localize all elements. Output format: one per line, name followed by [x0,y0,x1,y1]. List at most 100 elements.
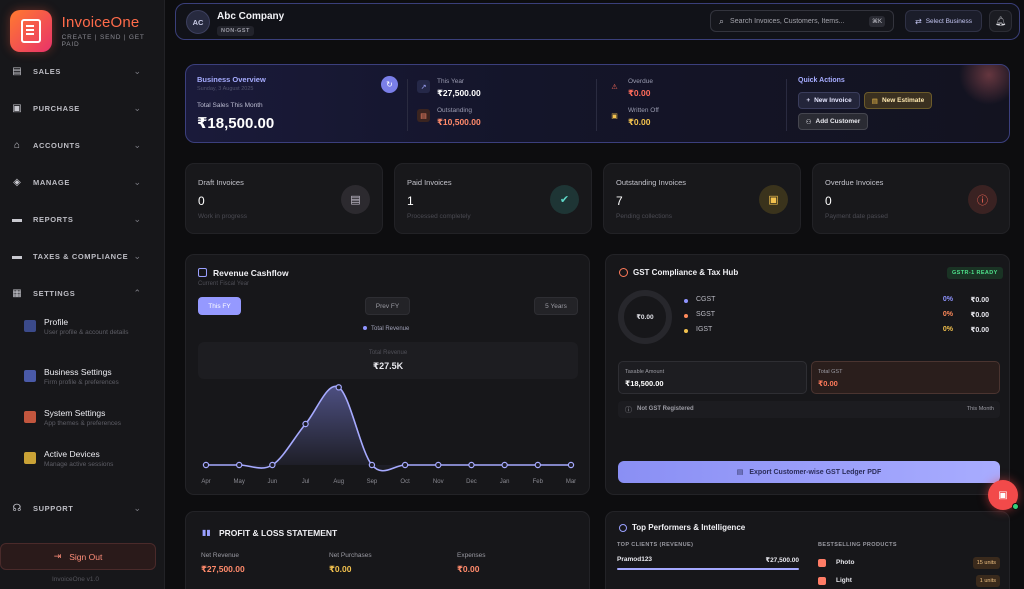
card-value: 7 [616,194,623,208]
pl-label: Net Revenue [201,552,239,559]
pl-value: ₹0.00 [457,564,480,574]
data-point-jan[interactable] [501,461,508,469]
business-overview: Business Overview Sunday, 3 August 2025 … [185,64,1010,143]
search-input[interactable] [730,17,859,25]
tab-5-years[interactable]: 5 Years [534,297,578,315]
devices-icon [24,452,36,464]
invoice-logo-icon [10,10,52,52]
top-performers-title: Top Performers & Intelligence [632,523,746,532]
legend-dot [363,326,367,331]
gst-name: IGST [696,326,713,333]
sidebar-item-accounts[interactable]: ⌂ ACCOUNTS ⌄ [0,133,165,157]
card-label: Draft Invoices [198,178,244,187]
card-overdue-invoices[interactable]: Overdue Invoices 0 Payment date passed ⓘ [812,163,1010,234]
data-point-sep[interactable] [368,461,376,469]
sub-title: Active Devices [44,449,100,459]
add-customer-button[interactable]: ⚇ Add Customer [798,113,868,130]
product-units: 15 units [972,557,1000,569]
gst-status-badge: NON-GST [217,26,254,36]
sub-title: Business Settings [44,367,112,377]
product-units: 1 units [975,575,1000,587]
client-progress-bar [617,568,799,570]
notifications-button[interactable]: 🔔︎ [989,10,1012,32]
clipboard-clock-icon: ▣ [759,185,788,214]
data-point-aug[interactable] [335,384,342,391]
data-point-may[interactable] [235,461,243,469]
tab-this-fy[interactable]: This FY [198,297,241,315]
gst-name: SGST [696,311,716,318]
sidebar-item-taxes[interactable]: ▬ TAXES & COMPLIANCE ⌄ [0,244,165,268]
revenue-line [205,385,571,472]
stat-value: ₹10,500.00 [437,117,481,127]
gst-row-cgst: CGST 0% ₹0.00 [684,296,989,306]
chevron-down-icon: ⌄ [133,139,141,150]
data-point-jun[interactable] [269,461,276,469]
card-label: Paid Invoices [407,178,452,187]
gst-amount: ₹0.00 [970,327,990,334]
pdf-icon: ▤ [736,469,744,476]
data-point-mar[interactable] [567,461,575,469]
card-value: 0 [198,194,205,208]
layers-icon: ◈ [13,176,21,188]
sidebar-item-manage[interactable]: ◈ MANAGE ⌄ [0,170,165,194]
card-paid-invoices[interactable]: Paid Invoices 1 Processed completely ✔ [394,163,592,234]
chart-icon [198,268,207,277]
x-tick-label: Oct [400,479,410,485]
card-outstanding-invoices[interactable]: Outstanding Invoices 7 Pending collectio… [603,163,801,234]
data-point-feb[interactable] [534,461,542,469]
sign-out-label: Sign Out [69,551,103,562]
gst-compliance-panel: GST Compliance & Tax Hub GSTR-1 READY ₹0… [605,254,1010,495]
data-point-jul[interactable] [302,420,309,428]
card-desc: Pending collections [616,213,673,220]
sidebar-item-support[interactable]: ☊ SUPPORT ⌄ [0,496,165,520]
gst-pct: 0% [942,311,953,318]
sidebar-item-label: ACCOUNTS [33,140,81,150]
divider [407,79,408,131]
search-box[interactable]: ⌕ ⌘K [710,10,894,32]
legend-dot [684,299,688,303]
x-tick-label: Jul [302,479,310,485]
refresh-button[interactable]: ↻ [381,76,398,93]
export-gst-ledger-button[interactable]: ▤ Export Customer-wise GST Ledger PDF [618,461,1000,483]
receipt-icon: ▤ [417,109,430,122]
card-draft-invoices[interactable]: Draft Invoices 0 Work in progress ▤ [185,163,383,234]
stat-value: ₹0.00 [628,117,651,127]
sign-out-button[interactable]: ⇥ Sign Out [0,543,156,570]
select-business-button[interactable]: ⇄ Select Business [905,10,982,32]
box-label: Total GST [818,369,843,375]
chevron-down-icon: ⌄ [133,502,141,513]
stat-value: ₹27,500.00 [437,88,481,98]
avatar[interactable]: AC [186,10,210,34]
new-estimate-button[interactable]: ▤ New Estimate [864,92,932,109]
sidebar-item-label: SUPPORT [33,503,74,513]
revenue-area [206,386,571,471]
data-point-apr[interactable] [202,461,210,469]
card-value: 0 [825,194,832,208]
product-row[interactable]: Photo 15 units [818,557,1000,571]
chevron-down-icon: ⌄ [133,102,141,113]
sidebar-item-settings[interactable]: ▦ SETTINGS ⌃ [0,281,165,305]
brand[interactable]: InvoiceOne CREATE | SEND | GET PAID [10,10,164,52]
sidebar-item-reports[interactable]: ▬ REPORTS ⌄ [0,207,165,231]
overview-subtitle: Total Sales This Month [197,102,263,109]
data-point-dec[interactable] [468,461,475,469]
data-point-oct[interactable] [401,461,409,469]
client-row[interactable]: Pramod123 ₹27,500.00 [617,556,799,572]
chevron-down-icon: ⌄ [133,250,141,261]
new-invoice-button[interactable]: + New Invoice [798,92,860,109]
gst-pct: 0% [942,326,953,333]
data-point-nov[interactable] [435,461,442,469]
registration-status: Not GST Registered [637,406,694,412]
target-icon [619,524,627,532]
sidebar-item-purchase[interactable]: ▣ PURCHASE ⌄ [0,96,165,120]
stat-label: Written Off [628,107,659,114]
pl-label: Expenses [457,552,486,559]
bag-icon: ▣ [12,102,22,114]
sidebar-item-sales[interactable]: ▤ SALES ⌄ [0,59,165,83]
product-row[interactable]: Light 1 units [818,575,1000,589]
overview-date: Sunday, 3 August 2025 [197,86,254,92]
taxable-amount-box: Taxable Amount ₹18,500.00 [618,361,807,394]
stat-label: This Year [437,78,465,85]
tab-prev-fy[interactable]: Prev FY [365,297,410,315]
sub-title: System Settings [44,408,106,418]
